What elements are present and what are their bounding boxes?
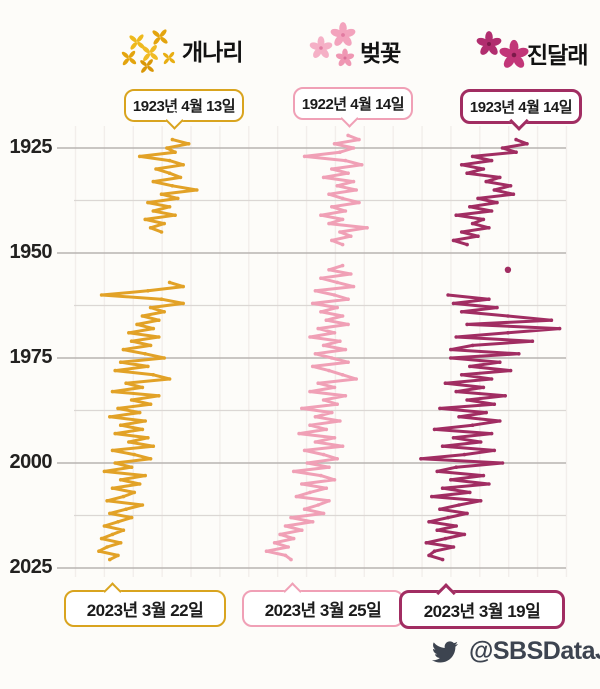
latest-date-forsythia: 2023년 3월 22일 — [86, 601, 204, 620]
legend-label-cherry-blossom: 벚꽃 — [360, 40, 401, 66]
y-axis-label: 1975 — [9, 346, 53, 368]
data-series — [97, 133, 562, 562]
earliest-date-cherry-blossom: 1922년 4월 14일 — [301, 96, 405, 113]
latest-date-cherry-blossom: 2023년 3월 25일 — [264, 601, 382, 620]
y-axis-label: 1950 — [9, 241, 53, 263]
earliest-date-callout-cherry-blossom: 1922년 4월 14일 — [293, 87, 413, 128]
twitter-handle: @SBSDataJ — [469, 637, 600, 665]
latest-date-callout-azalea: 2023년 3월 19일 — [399, 583, 565, 629]
cherry-blossom-icon — [308, 22, 357, 68]
earliest-date-callout-azalea: 1923년 4월 14일 — [460, 89, 582, 131]
legend-label-azalea: 진달래 — [527, 42, 588, 68]
credit: @SBSDataJ — [430, 637, 600, 666]
legend-label-forsythia: 개나리 — [182, 39, 243, 65]
azalea-flower-icon — [475, 31, 530, 70]
forsythia-flower-icon — [120, 28, 176, 74]
earliest-date-azalea: 1923년 4월 14일 — [469, 99, 573, 116]
earliest-date-callout-forsythia: 1923년 4월 13일 — [124, 89, 244, 130]
y-axis-label: 2025 — [9, 556, 53, 578]
latest-date-azalea: 2023년 3월 19일 — [423, 602, 541, 621]
twitter-bird-icon — [432, 640, 459, 663]
latest-date-callout-forsythia: 2023년 3월 22일 — [64, 582, 226, 627]
y-axis-label: 1925 — [9, 136, 53, 158]
latest-date-callout-cherry-blossom: 2023년 3월 25일 — [242, 582, 404, 627]
y-axis-label: 2000 — [9, 451, 53, 473]
earliest-date-forsythia: 1923년 4월 13일 — [132, 98, 236, 115]
